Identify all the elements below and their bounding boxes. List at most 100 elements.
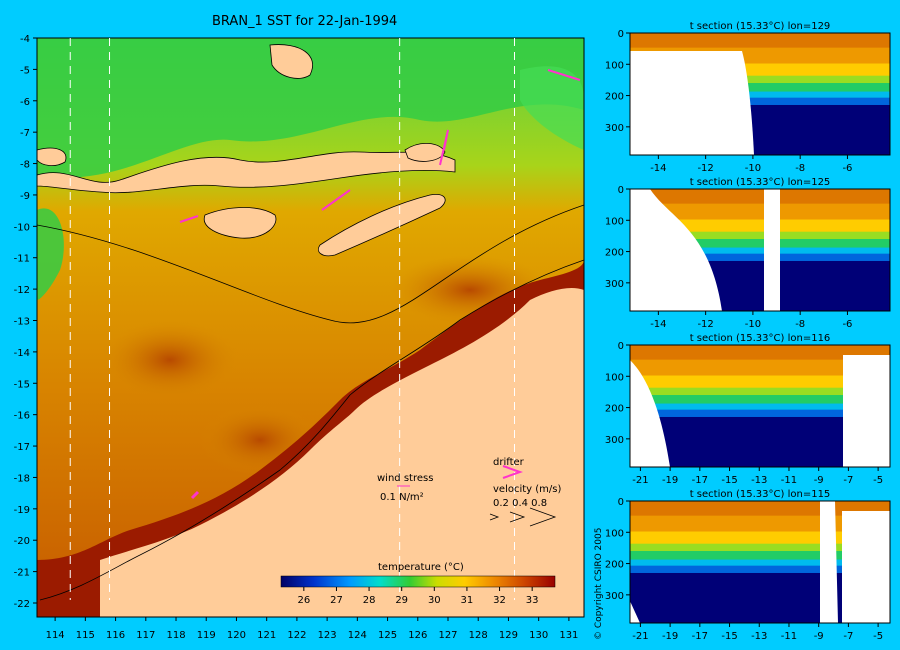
section-frame: [629, 500, 891, 624]
lat-tick-label: -7: [20, 128, 30, 139]
temperature-band: [630, 247, 890, 255]
drifter-track-3: [321, 189, 351, 211]
temperature-band: [630, 403, 890, 411]
velocity-legend-arrows: [489, 507, 557, 527]
lon-tick-label: 124: [348, 630, 367, 641]
temperature-band: [630, 359, 890, 376]
temperature-band: [630, 33, 890, 49]
section-y-tick-label: 200: [605, 560, 624, 571]
lat-tick-label: -6: [20, 97, 30, 108]
longitude-axis: 114 115 116 117 118 119 120 121 122 123 124 125 126 1…: [46, 617, 578, 641]
temperature-band: [630, 83, 890, 93]
temperature-band: [630, 559, 890, 567]
legend-area: wind stress 0.1 N/m² drifter velocity (m…: [280, 457, 561, 606]
cool-water-west: [37, 208, 64, 300]
sumba-island: [203, 207, 277, 239]
section-x-tick-label: -9: [814, 475, 824, 486]
wetar-island: [404, 143, 446, 162]
drifter-tracks: [179, 69, 581, 500]
lat-tick-label: -10: [14, 222, 30, 233]
drifter-legend-icon: [502, 465, 524, 479]
section-x-tick-label: -8: [795, 319, 805, 330]
section-title: t section (15.33°C) lon=129: [690, 21, 831, 32]
lat-tick-label: -16: [14, 411, 30, 422]
temperature-band: [630, 543, 890, 552]
section-y-tick-label: 200: [605, 248, 624, 259]
section-x-tick-label: -11: [781, 475, 797, 486]
section-x-tick-label: -11: [781, 631, 797, 642]
nusa-tenggara-islands: [36, 151, 456, 194]
section-x-tick-label: -8: [795, 163, 805, 174]
lat-tick-label: -15: [14, 379, 30, 390]
drifter-track-1: [547, 69, 581, 81]
section-y-tick-label: 200: [605, 404, 624, 415]
cool-water-band: [37, 38, 584, 178]
cool-water-east: [520, 66, 584, 150]
depth-contour: [36, 204, 585, 324]
section-x-tick-label: -14: [650, 319, 666, 330]
section-y-tick-label: 300: [605, 123, 624, 134]
section-x-tick-label: -15: [721, 475, 737, 486]
colorbar-tick-label: 26: [297, 595, 310, 606]
lon-tick-label: 117: [136, 630, 155, 641]
lat-tick-label: -12: [14, 285, 30, 296]
lon-tick-label: 118: [166, 630, 185, 641]
temperature-band: [630, 231, 890, 240]
section-title: t section (15.33°C) lon=115: [690, 489, 831, 500]
section-y-tick-label: 100: [605, 372, 624, 383]
section-y-tick-label: 300: [605, 435, 624, 446]
section-bathymetry-mask: [630, 355, 890, 467]
section-x-tick-label: -12: [697, 319, 713, 330]
drifter-track-4: [179, 215, 199, 223]
temperature-band: [630, 97, 890, 106]
section-title: t section (15.33°C) lon=116: [690, 333, 831, 344]
lon-tick-label: 125: [378, 630, 397, 641]
section-x-tick-label: -10: [745, 163, 761, 174]
section-x-tick-label: -19: [662, 631, 678, 642]
section-y-tick-label: 0: [618, 497, 624, 508]
lon-tick-label: 123: [318, 630, 337, 641]
drifter-legend-title: drifter: [493, 457, 525, 468]
lombok-island: [36, 147, 67, 166]
section-x-tick-label: -21: [632, 475, 648, 486]
section-x-tick-label: -6: [842, 319, 852, 330]
colorbar: [280, 575, 556, 588]
section-x-tick-label: -19: [662, 475, 678, 486]
section-y-tick-label: 300: [605, 279, 624, 290]
section-x-tick-label: -13: [751, 631, 767, 642]
temperature-band: [630, 75, 890, 84]
colorbar-tick-label: 32: [493, 595, 506, 606]
drifter-track-5: [190, 490, 200, 500]
temperature-band: [630, 219, 890, 233]
shelf-contour: [39, 259, 585, 601]
lon-tick-label: 121: [257, 630, 276, 641]
lat-tick-label: -17: [14, 442, 30, 453]
temperature-band: [630, 203, 890, 220]
lon-tick-label: 126: [408, 630, 427, 641]
lon-tick-label: 122: [287, 630, 306, 641]
section-y-tick-label: 0: [618, 341, 624, 352]
colorbar-tick-label: 28: [363, 595, 376, 606]
warm-eddy-1: [100, 320, 240, 400]
section-y-tick-label: 0: [618, 185, 624, 196]
section-bathymetry-mask: [630, 501, 890, 623]
section-bathymetry-mask: [630, 51, 754, 155]
section-x-tick-label: -17: [692, 631, 708, 642]
section-x-tick-label: -12: [697, 163, 713, 174]
section-y-tick-label: 300: [605, 591, 624, 602]
section-x-tick-label: -5: [873, 475, 883, 486]
lat-tick-label: -13: [14, 317, 30, 328]
section-bathymetry-mask: [630, 189, 780, 311]
colorbar-label: temperature (°C): [378, 562, 464, 573]
section-y-tick-label: 100: [605, 216, 624, 227]
temperature-band: [630, 387, 890, 396]
temperature-band: [630, 239, 890, 249]
map-frame: [36, 37, 585, 618]
lon-tick-label: 114: [46, 630, 65, 641]
section-frame: [629, 344, 891, 468]
lon-tick-label: 130: [529, 630, 548, 641]
colorbar-tick-label: 30: [428, 595, 441, 606]
sulawesi-coast: [269, 44, 313, 79]
lon-tick-label: 119: [197, 630, 216, 641]
